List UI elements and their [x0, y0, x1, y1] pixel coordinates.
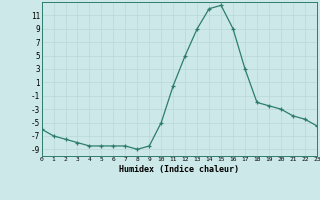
X-axis label: Humidex (Indice chaleur): Humidex (Indice chaleur) [119, 165, 239, 174]
